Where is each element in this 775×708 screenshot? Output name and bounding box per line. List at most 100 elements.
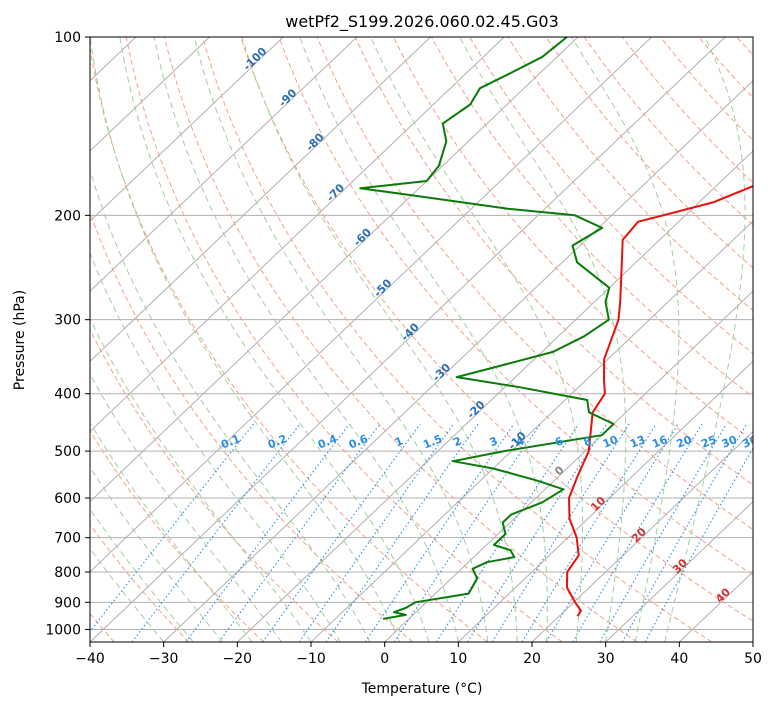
y-tick-label: 700 [54,531,81,547]
moist-adiabat-line [193,37,489,642]
moist-adiabat-line [459,37,627,642]
isotherm-label: 30 [670,556,690,576]
isotherm-label: -50 [371,276,394,299]
dry-adiabat-line [202,37,712,642]
y-tick-label: 800 [54,565,81,581]
y-tick-label: 200 [54,208,81,224]
moist-adiabat-line [119,37,430,642]
dry-adiabat-line [469,37,753,355]
mixing-ratio-label: 3 [488,434,500,449]
x-tick-label: 20 [523,651,541,667]
mixing-ratio-label: 16 [650,433,669,451]
moist-adiabat-line [153,37,459,642]
isotherm-line [752,641,753,642]
dry-adiabat-line [163,37,638,642]
skewed-isotherms [0,37,753,642]
dry-adiabat-line [392,37,753,442]
x-tick-label: 50 [744,651,762,667]
mixing-ratio-label: 1 [393,434,405,449]
isotherm-line [90,37,579,503]
mixing-ratio-label: 30 [720,433,739,451]
mixing-ratio-line [491,423,630,642]
isotherm-line [90,37,431,363]
isotherm-label: -10 [506,429,529,452]
mixing-ratio-label: 20 [675,433,694,451]
mixing-ratio-line [364,423,515,642]
dewpoint-line [359,37,615,620]
moist-adiabat-line [664,37,746,642]
mixing-ratio-label: 25 [699,433,718,451]
mixing-ratio-label: 13 [628,433,647,451]
x-axis-label: Temperature (°C) [361,681,483,697]
mixing-ratio-label: 2 [451,434,463,449]
profile-lines [359,37,753,620]
mixing-ratio-line [435,423,580,642]
isotherm-label: -80 [303,130,326,153]
isotherm-line [531,430,753,642]
mixing-ratio-line [262,423,421,642]
moist-adiabat-line [571,37,680,642]
y-tick-label: 500 [54,444,81,460]
mixing-ratio-label: 0.4 [316,432,339,451]
x-tick-label: −30 [149,651,179,667]
y-tick-label: 400 [54,387,81,403]
isotherm-line [90,37,284,222]
chart-title: wetPf2_S199.2026.060.02.45.G03 [285,12,559,32]
mixing-ratio-line [467,423,608,642]
isotherm-label: -90 [276,86,299,109]
moist-adiabat-line [241,37,518,642]
isotherm-line [90,37,210,152]
y-tick-label: 1000 [45,622,81,638]
dry-adiabat-line [621,37,753,184]
dry-adiabat-line [90,523,190,642]
moist-adiabat-line [90,421,253,642]
plot-area: 0.1 0.2 0.4 0.6 1 1.5 2 3 4 6 8 10 13 16 20 25 30 36-100-… [0,37,753,642]
x-tick-label: 30 [597,651,615,667]
mixing-ratio-line [185,423,350,642]
dry-adiabat-line [354,37,753,486]
moist-adiabat-line [90,168,371,642]
isotherm-line [0,37,62,642]
x-tick-label: 10 [449,651,467,667]
moist-adiabat-line [90,466,223,642]
moist-adiabat-line [90,317,312,642]
y-tick-label: 900 [54,595,81,611]
y-tick-label: 100 [54,30,81,46]
dry-adiabat-line [545,37,753,269]
moist-adiabat-line [90,508,194,642]
mixing-ratio-line [393,423,541,642]
moist-adiabat-line [90,251,341,642]
isotherm-line [90,37,505,433]
isotherm-label: 20 [629,525,649,545]
y-tick-label: 600 [54,491,81,507]
moist-adiabat-line [370,37,584,642]
mixing-ratio-line [572,423,703,642]
y-axis-label: Pressure (hPa) [12,290,28,390]
x-tick-label: −20 [223,651,253,667]
x-axis-ticks: −40 −30 −20 −10 0 10 20 30 40 50 [75,642,762,667]
mixing-ratio-line [90,423,255,633]
mixing-ratio-line [298,423,454,642]
mixing-ratio-label: 8 [582,434,594,449]
isotherm-line [90,37,652,573]
moist-adiabat-line [90,547,165,642]
x-tick-label: 0 [380,651,389,667]
isotherm-label: -20 [464,398,487,421]
isotherm-line [457,360,753,642]
mixing-ratio-label: 10 [601,433,620,451]
isotherm-line [605,500,753,642]
x-tick-label: 40 [670,651,688,667]
mixing-ratio-lines [90,423,753,642]
dry-adiabats [90,37,753,642]
dry-adiabat-line [90,211,414,642]
dry-adiabat-line [125,37,563,642]
dry-adiabat-line [583,37,753,226]
dry-adiabat-line [316,37,753,531]
plot-frame [89,36,754,643]
x-tick-label: −40 [75,651,105,667]
temperature-line [566,185,753,617]
y-tick-label: 300 [54,313,81,329]
mixing-ratio-line [521,423,657,642]
mixing-ratio-label: 0.1 [219,432,242,451]
